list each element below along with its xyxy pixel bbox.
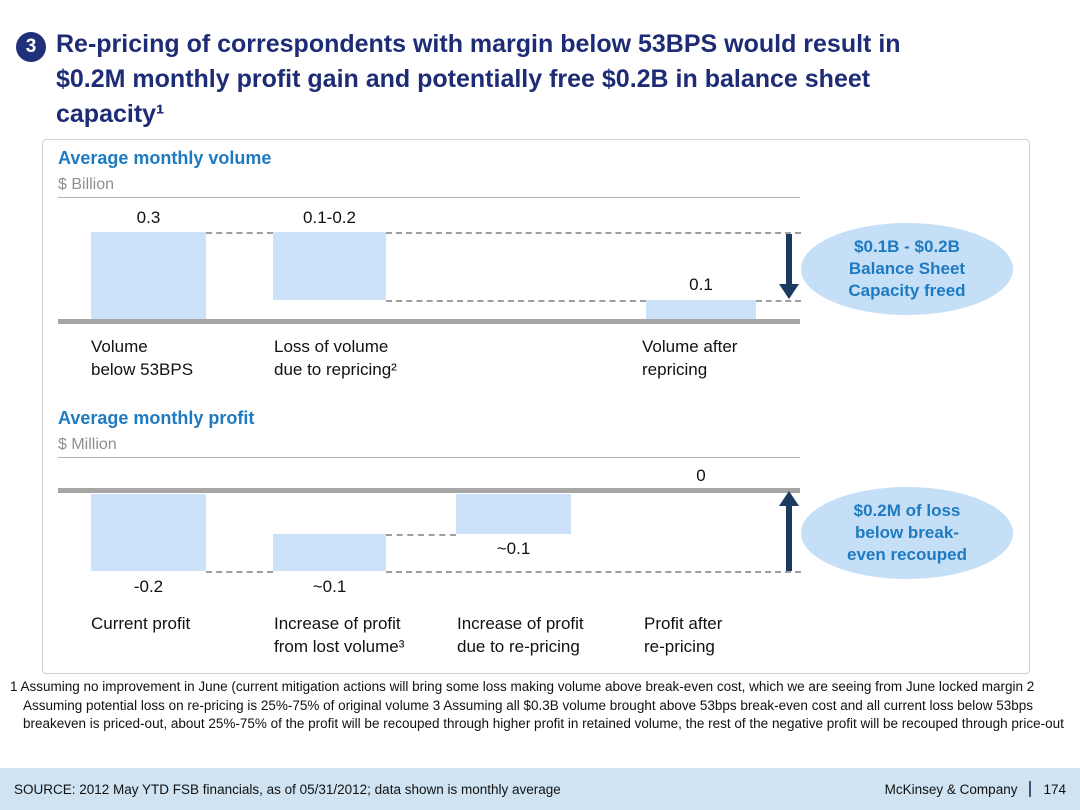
- title-line-1: Re-pricing of correspondents with margin…: [56, 30, 901, 58]
- category-label: Current profit: [91, 612, 266, 635]
- value-label: 0.3: [136, 208, 161, 227]
- bar-volume-after-repricing: [646, 300, 756, 319]
- baseline: [58, 319, 800, 324]
- up-arrow-icon: [786, 504, 792, 571]
- dashed-connector: [206, 232, 273, 234]
- category-line: Increase of profit: [457, 614, 584, 633]
- up-arrow-icon: [779, 491, 799, 506]
- category-line: due to repricing²: [274, 360, 397, 379]
- callout-line: $0.2M of loss: [853, 501, 961, 520]
- profit-chart-title: Average monthly profit: [58, 408, 255, 428]
- volume-chart-title: Average monthly volume: [58, 148, 272, 168]
- value-label: 0.1-0.2: [303, 208, 356, 227]
- value-label: ~0.1: [312, 577, 347, 596]
- profit-chart-unit: $ Million: [58, 436, 117, 453]
- bar-profit-from-lost-volume: [273, 534, 386, 571]
- dashed-connector: [206, 571, 273, 573]
- category-label: Profit after re-pricing: [644, 612, 804, 658]
- category-label: Loss of volume due to repricing²: [274, 335, 474, 381]
- value-label: 0: [696, 466, 706, 485]
- callout-line: even recouped: [847, 545, 967, 564]
- bar-volume-below-53bps: [91, 232, 206, 319]
- bar-current-profit: [91, 494, 206, 571]
- source-text: SOURCE: 2012 May YTD FSB financials, as …: [14, 781, 561, 797]
- category-line: from lost volume³: [274, 637, 405, 656]
- footer-divider: [1029, 781, 1032, 797]
- balance-sheet-callout: $0.1B - $0.2B Balance Sheet Capacity fre…: [801, 223, 1013, 315]
- dashed-connector: [386, 534, 456, 536]
- bar-loss-of-volume: [273, 232, 386, 300]
- bar-profit-from-repricing: [456, 494, 571, 534]
- callout-line: Balance Sheet: [848, 259, 966, 278]
- category-line: Profit after: [644, 614, 723, 633]
- dashed-connector: [756, 300, 801, 302]
- category-label: Increase of profit from lost volume³: [274, 612, 454, 658]
- callout-line: below break-: [855, 523, 959, 542]
- category-line: Volume after: [642, 337, 738, 356]
- axis-line: [58, 457, 800, 458]
- category-line: Volume: [91, 337, 148, 356]
- volume-chart-unit: $ Billion: [58, 176, 115, 193]
- title-line-2: $0.2M monthly profit gain and potentiall…: [56, 65, 871, 93]
- footnote: 1 Assuming no improvement in June (curre…: [10, 679, 1064, 731]
- category-line: re-pricing: [644, 637, 715, 656]
- category-line: repricing: [642, 360, 708, 379]
- loss-recouped-callout: $0.2M of loss below break- even recouped: [801, 487, 1013, 579]
- category-line: Current profit: [91, 614, 191, 633]
- value-label: -0.2: [133, 577, 164, 596]
- category-line: below 53BPS: [91, 360, 194, 379]
- category-line: Loss of volume: [274, 337, 389, 356]
- callout-line: Capacity freed: [848, 281, 966, 300]
- slide-number-badge: 3: [16, 32, 46, 62]
- category-label: Volume below 53BPS: [91, 335, 261, 381]
- footer-right: McKinsey & Company 174: [885, 781, 1066, 797]
- dashed-connector: [386, 300, 646, 302]
- category-label: Increase of profit due to re-pricing: [457, 612, 637, 658]
- page-title: Re-pricing of correspondents with margin…: [56, 27, 1061, 132]
- value-label: 0.1: [689, 275, 713, 294]
- callout-line: $0.1B - $0.2B: [854, 237, 960, 256]
- axis-line: [58, 197, 800, 198]
- dashed-connector: [386, 232, 801, 234]
- title-line-3: capacity¹: [56, 100, 165, 128]
- value-label: ~0.1: [496, 539, 531, 558]
- dashed-connector: [386, 571, 801, 573]
- down-arrow-icon: [779, 284, 799, 299]
- category-line: due to re-pricing: [457, 637, 580, 656]
- category-label: Volume after repricing: [642, 335, 812, 381]
- category-line: Increase of profit: [274, 614, 401, 633]
- page-number: 174: [1043, 781, 1066, 797]
- brand-name: McKinsey & Company: [884, 781, 1018, 797]
- baseline: [58, 488, 800, 493]
- chart-container: Average monthly volume $ Billion 0.3 0.1…: [42, 139, 1030, 674]
- footer-bar: SOURCE: 2012 May YTD FSB financials, as …: [0, 768, 1080, 810]
- down-arrow-icon: [786, 234, 792, 286]
